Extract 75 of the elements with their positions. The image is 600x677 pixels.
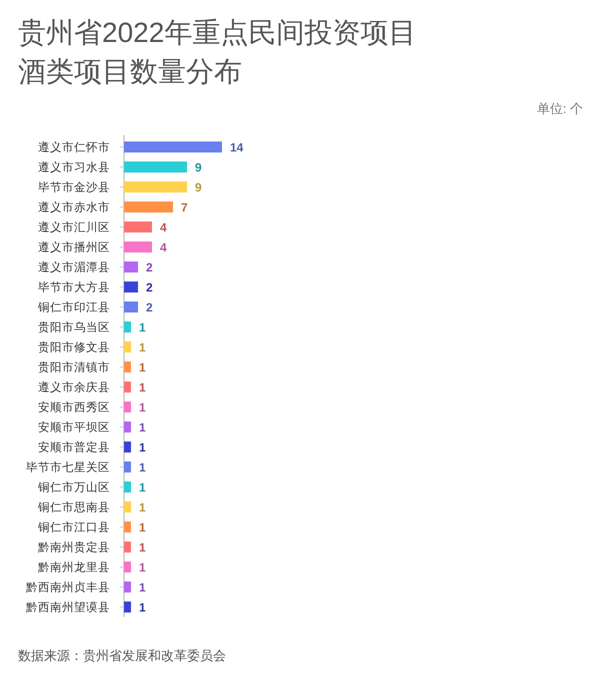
y-tick-label: 遵义市赤水市 — [38, 200, 110, 214]
data-label: 1 — [139, 500, 146, 514]
bar — [124, 522, 131, 532]
data-label: 2 — [146, 280, 153, 294]
y-tick-label: 黔南州龙里县 — [37, 561, 110, 574]
y-tick-label: 毕节市大方县 — [38, 280, 110, 294]
y-tick-label: 毕节市金沙县 — [38, 180, 110, 194]
bar — [124, 182, 187, 192]
data-label: 1 — [139, 460, 146, 474]
y-tick-label: 遵义市习水县 — [38, 160, 110, 174]
bar — [124, 362, 131, 372]
y-tick-label: 黔西南州贞丰县 — [25, 581, 110, 594]
y-tick-label: 铜仁市印江县 — [37, 300, 110, 314]
bar — [124, 582, 131, 592]
data-label: 1 — [139, 540, 146, 554]
data-label: 1 — [139, 580, 146, 594]
bar — [124, 442, 131, 452]
data-label: 1 — [139, 600, 146, 614]
y-tick-label: 遵义市余庆县 — [38, 380, 110, 394]
y-tick-label: 毕节市七星关区 — [26, 460, 110, 474]
y-tick-label: 黔西南州望谟县 — [25, 600, 110, 614]
bar — [124, 162, 187, 172]
bar — [124, 462, 131, 472]
bar — [124, 602, 131, 612]
bar — [124, 282, 138, 292]
y-tick-label: 遵义市播州区 — [38, 240, 110, 254]
bar — [124, 402, 131, 412]
data-label: 1 — [139, 520, 146, 534]
data-label: 1 — [139, 480, 146, 494]
y-tick-label: 安顺市普定县 — [38, 440, 110, 454]
data-label: 9 — [195, 160, 202, 174]
bar — [124, 242, 152, 252]
y-tick-label: 安顺市平坝区 — [38, 420, 110, 434]
y-tick-label: 铜仁市思南县 — [37, 500, 110, 514]
data-label: 1 — [139, 380, 146, 394]
y-tick-label: 遵义市汇川区 — [38, 220, 110, 234]
data-label: 4 — [160, 240, 167, 254]
y-tick-label: 贵阳市乌当区 — [38, 320, 110, 334]
data-label: 1 — [139, 440, 146, 454]
bar — [124, 222, 152, 232]
bar — [124, 382, 131, 392]
y-tick-label: 贵阳市清镇市 — [38, 360, 110, 374]
bar — [124, 542, 131, 552]
bar — [124, 202, 173, 212]
chart-title: 贵州省2022年重点民间投资项目酒类项目数量分布 — [18, 17, 416, 87]
data-label: 2 — [146, 300, 153, 314]
y-tick-label: 铜仁市万山区 — [37, 480, 110, 494]
data-label: 2 — [146, 260, 153, 274]
bar — [124, 302, 138, 312]
data-label: 1 — [139, 320, 146, 334]
bar — [124, 142, 222, 152]
source-note: 数据来源：贵州省发展和改革委员会 — [18, 648, 226, 663]
data-label: 1 — [139, 400, 146, 414]
bar — [124, 422, 131, 432]
data-label: 1 — [139, 420, 146, 434]
data-label: 1 — [139, 560, 146, 574]
bar — [124, 262, 138, 272]
data-label: 1 — [139, 340, 146, 354]
y-tick-label: 黔南州贵定县 — [37, 540, 110, 554]
data-label: 9 — [195, 180, 202, 194]
bar — [124, 342, 131, 352]
y-tick-label: 铜仁市江口县 — [37, 520, 110, 534]
data-label: 14 — [230, 140, 244, 154]
text: 单位: 个 — [536, 101, 583, 116]
y-tick-label: 贵阳市修文县 — [38, 340, 110, 354]
y-tick-label: 遵义市湄潭县 — [38, 260, 110, 274]
data-label: 4 — [160, 220, 167, 234]
bar — [124, 322, 131, 332]
bar — [124, 502, 131, 512]
y-tick-label: 遵义市仁怀市 — [38, 140, 110, 154]
bar — [124, 482, 131, 492]
bar — [124, 562, 131, 572]
data-label: 7 — [181, 200, 188, 214]
y-tick-label: 安顺市西秀区 — [38, 400, 110, 414]
data-label: 1 — [139, 360, 146, 374]
